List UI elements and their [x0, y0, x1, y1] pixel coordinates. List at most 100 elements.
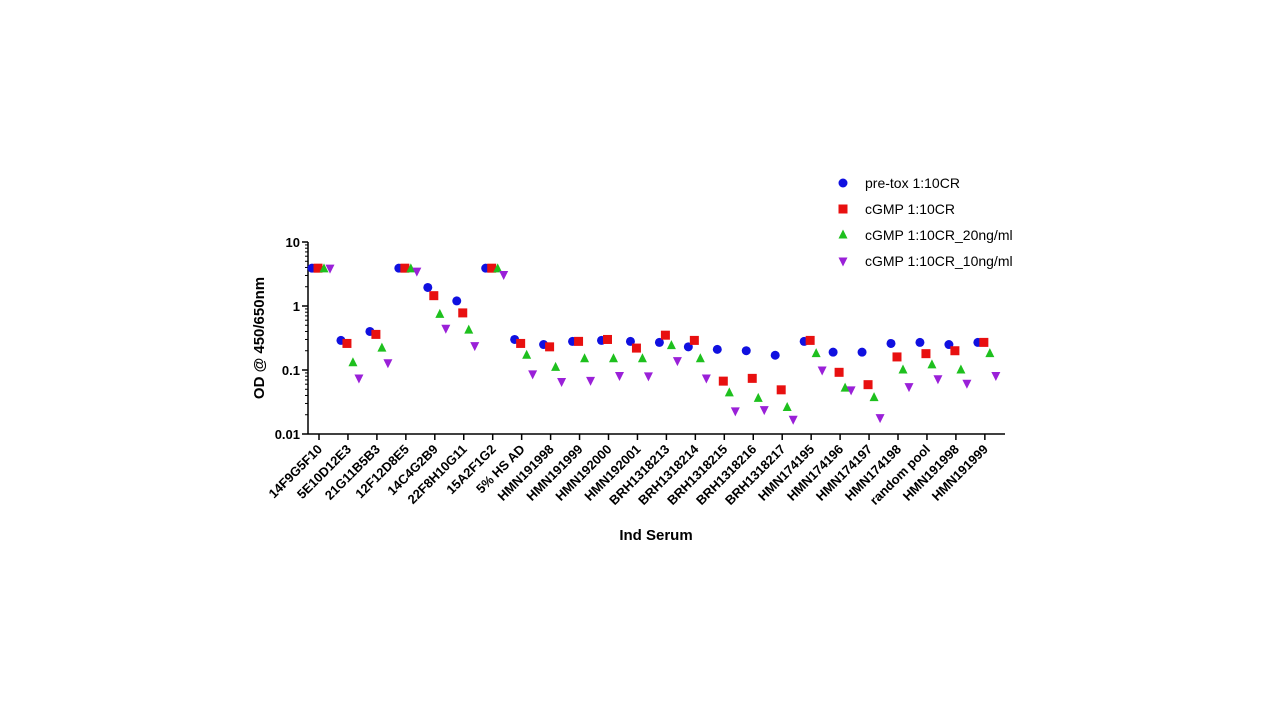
data-point: [429, 291, 439, 301]
data-point: [689, 335, 699, 345]
data-point: [834, 367, 844, 377]
data-point: [718, 376, 728, 386]
data-point: [383, 359, 393, 369]
data-point: [933, 375, 943, 385]
data-point: [672, 357, 682, 367]
data-point: [643, 372, 653, 382]
data-point: [712, 344, 722, 354]
data-point: [574, 336, 584, 346]
data-point: [747, 373, 757, 383]
data-point: [695, 353, 705, 363]
data-point: [354, 374, 364, 384]
data-point: [609, 353, 618, 363]
data-point: [886, 338, 896, 348]
series-2: [313, 263, 989, 395]
data-point: [857, 347, 867, 357]
data-point: [741, 346, 751, 356]
data-point: [603, 334, 612, 344]
data-point: [817, 366, 827, 376]
data-point: [828, 347, 838, 357]
data-point: [753, 392, 763, 402]
data-point: [863, 380, 873, 390]
data-point: [441, 324, 451, 334]
data-point: [313, 263, 323, 273]
data-point: [631, 343, 641, 353]
data-point: [406, 263, 416, 273]
series-1: [307, 263, 983, 360]
data-point: [927, 359, 937, 369]
data-point: [528, 370, 538, 380]
data-point: [904, 383, 914, 393]
data-point: [991, 372, 1001, 382]
data-point: [962, 379, 972, 389]
legend-label: pre-tox 1:10CR: [865, 175, 960, 191]
data-point: [788, 415, 798, 425]
x-axis-ticks: 14F9G5F105E10D12E321G11B5B312F12D8E514C4…: [265, 434, 991, 508]
data-point: [666, 340, 676, 350]
legend: pre-tox 1:10CR cGMP 1:10CR cGMP 1:10CR_20n…: [838, 175, 1013, 269]
data-point: [325, 264, 335, 274]
data-point: [412, 267, 422, 277]
data-point: [892, 352, 902, 362]
y-axis-ticks: 0.01 0.1 1 10: [275, 235, 308, 442]
data-point: [730, 407, 740, 417]
data-point: [846, 386, 856, 396]
data-point: [875, 414, 885, 424]
data-point: [551, 361, 561, 371]
data-point: [499, 271, 509, 281]
data-point: [654, 337, 664, 347]
data-point: [759, 406, 769, 416]
data-point: [400, 263, 410, 273]
data-point: [898, 364, 908, 374]
y-tick-label: 0.1: [282, 363, 300, 378]
data-point: [985, 348, 995, 358]
data-point: [522, 349, 532, 359]
y-tick-label: 0.01: [275, 427, 300, 442]
data-point: [423, 282, 433, 292]
data-point: [493, 263, 503, 273]
data-point: [776, 385, 786, 395]
data-point: [979, 337, 989, 347]
data-point: [637, 353, 647, 363]
data-point: [487, 263, 497, 273]
data-point: [464, 324, 474, 334]
data-point: [557, 378, 567, 388]
data-point: [869, 392, 879, 402]
data-point: [921, 349, 931, 359]
x-axis-title: Ind Serum: [619, 527, 692, 544]
data-point: [701, 374, 711, 384]
data-point: [840, 382, 850, 392]
data-point: [660, 330, 670, 340]
legend-marker: [838, 178, 848, 188]
legend-label: cGMP 1:10CR_20ng/ml: [865, 227, 1013, 243]
data-point: [342, 338, 352, 348]
data-point: [580, 353, 590, 363]
y-axis-title: OD @ 450/650nm: [251, 277, 268, 399]
data-point: [348, 357, 358, 367]
data-point: [805, 335, 815, 345]
y-tick-label: 1: [293, 299, 300, 314]
data-point: [956, 364, 966, 374]
data-points: [307, 263, 1001, 425]
data-point: [516, 338, 526, 348]
series-4: [325, 264, 1001, 425]
data-point: [371, 329, 381, 339]
data-point: [452, 296, 462, 306]
data-point: [545, 342, 555, 352]
legend-label: cGMP 1:10CR_10ng/ml: [865, 253, 1013, 269]
data-point: [435, 308, 445, 318]
data-point: [724, 387, 734, 397]
data-point: [811, 348, 821, 358]
data-point: [782, 401, 792, 411]
y-tick-label: 10: [286, 235, 300, 250]
legend-marker: [838, 257, 848, 267]
data-point: [950, 346, 960, 356]
legend-marker: [838, 204, 848, 214]
data-point: [458, 308, 468, 318]
data-point: [915, 337, 925, 347]
data-point: [770, 350, 780, 360]
data-point: [615, 372, 624, 382]
data-point: [586, 376, 596, 386]
series-3: [319, 263, 995, 411]
